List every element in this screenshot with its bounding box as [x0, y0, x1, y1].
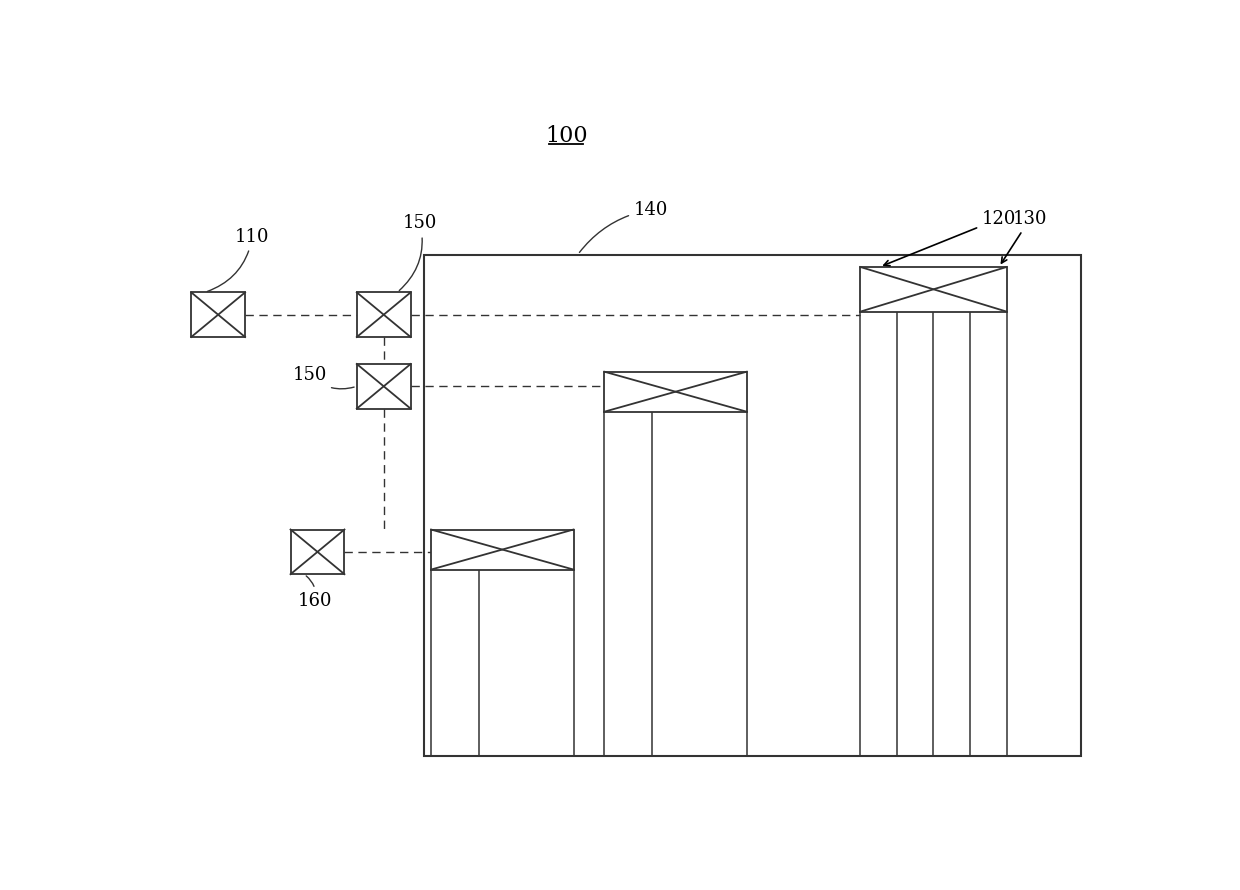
Bar: [357, 293, 410, 337]
Text: 150: 150: [399, 214, 438, 290]
Text: 140: 140: [579, 200, 668, 253]
Text: 120: 120: [884, 210, 1017, 266]
Text: 100: 100: [544, 125, 588, 147]
Text: 150: 150: [293, 366, 355, 389]
Text: 110: 110: [207, 228, 269, 291]
Bar: [424, 255, 1080, 756]
Text: 130: 130: [1002, 210, 1048, 263]
Bar: [290, 530, 345, 574]
Bar: [357, 364, 410, 409]
Bar: [432, 530, 574, 570]
Bar: [861, 267, 1007, 312]
Bar: [191, 293, 246, 337]
Bar: [604, 372, 746, 412]
Text: 160: 160: [299, 576, 332, 610]
